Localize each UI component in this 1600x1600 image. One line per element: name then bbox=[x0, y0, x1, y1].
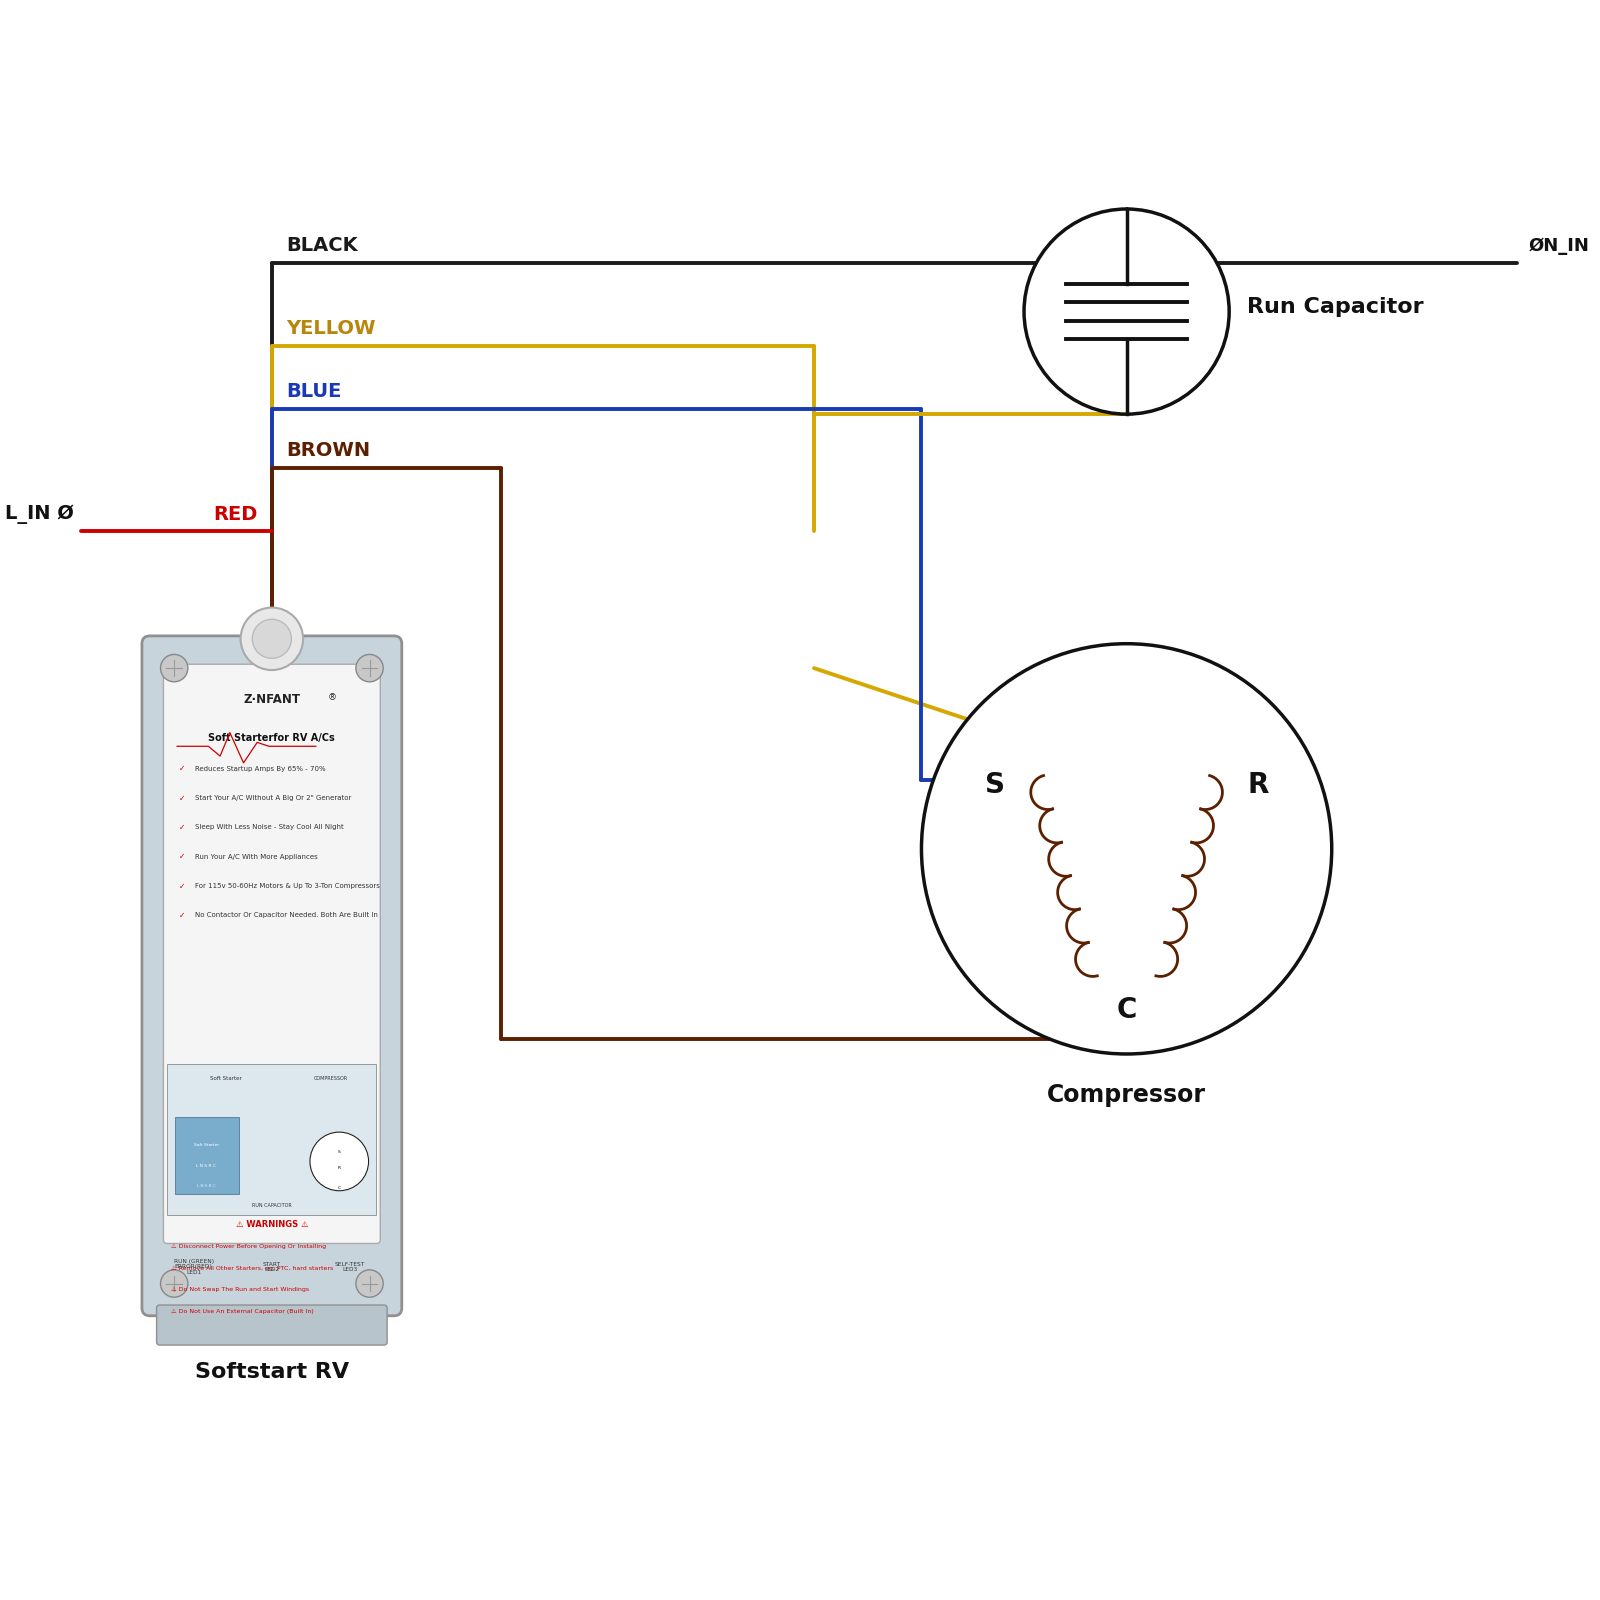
Text: Soft Starter: Soft Starter bbox=[194, 1142, 219, 1147]
Text: Compressor: Compressor bbox=[1046, 1083, 1206, 1107]
Text: C: C bbox=[338, 1186, 341, 1190]
Text: ⚠ Remove All Other Starters, eg. PTC, hard starters: ⚠ Remove All Other Starters, eg. PTC, ha… bbox=[171, 1266, 333, 1270]
Text: ⚠ WARNINGS ⚠: ⚠ WARNINGS ⚠ bbox=[235, 1221, 309, 1229]
Circle shape bbox=[355, 654, 384, 682]
Text: R: R bbox=[1248, 771, 1269, 800]
Text: Softstart RV: Softstart RV bbox=[195, 1362, 349, 1382]
Text: BLACK: BLACK bbox=[286, 235, 358, 254]
Text: No Contactor Or Capacitor Needed. Both Are Built In: No Contactor Or Capacitor Needed. Both A… bbox=[195, 912, 378, 918]
Text: ✓: ✓ bbox=[179, 794, 186, 803]
Text: ✓: ✓ bbox=[179, 910, 186, 920]
Text: START
LED2: START LED2 bbox=[262, 1261, 282, 1272]
Circle shape bbox=[1024, 210, 1229, 414]
Circle shape bbox=[240, 608, 302, 670]
Text: ØN_IN: ØN_IN bbox=[1530, 237, 1590, 254]
Text: Soft Starter: Soft Starter bbox=[210, 1075, 242, 1082]
Text: Soft Starterfor RV A/Cs: Soft Starterfor RV A/Cs bbox=[208, 733, 336, 744]
Text: Run Capacitor: Run Capacitor bbox=[1246, 296, 1424, 317]
Text: S: S bbox=[984, 771, 1005, 800]
Text: Sleep With Less Noise - Stay Cool All Night: Sleep With Less Noise - Stay Cool All Ni… bbox=[195, 824, 344, 830]
Circle shape bbox=[310, 1133, 368, 1190]
FancyBboxPatch shape bbox=[157, 1306, 387, 1346]
Text: L N S R C: L N S R C bbox=[197, 1184, 216, 1187]
Text: Z·NFANT: Z·NFANT bbox=[243, 693, 301, 706]
Text: ⚠ Disconnect Power Before Opening Or Installing: ⚠ Disconnect Power Before Opening Or Ins… bbox=[171, 1243, 326, 1250]
Text: ✓: ✓ bbox=[179, 853, 186, 861]
Text: C: C bbox=[1117, 997, 1136, 1024]
Text: ⚠ Do Not Swap The Run and Start Windings: ⚠ Do Not Swap The Run and Start Windings bbox=[171, 1286, 309, 1293]
Text: YELLOW: YELLOW bbox=[286, 318, 376, 338]
FancyBboxPatch shape bbox=[163, 664, 381, 1243]
Text: BLUE: BLUE bbox=[286, 382, 342, 402]
Text: ®: ® bbox=[328, 693, 338, 702]
Text: RUN CAPACITOR: RUN CAPACITOR bbox=[251, 1203, 291, 1208]
Circle shape bbox=[922, 643, 1331, 1054]
Text: ⚠ Do Not Use An External Capacitor (Built In): ⚠ Do Not Use An External Capacitor (Buil… bbox=[171, 1309, 314, 1314]
Text: L_IN Ø: L_IN Ø bbox=[5, 504, 74, 523]
Text: L N S R C: L N S R C bbox=[197, 1165, 216, 1168]
Circle shape bbox=[253, 619, 291, 658]
Circle shape bbox=[355, 1270, 384, 1298]
FancyBboxPatch shape bbox=[168, 1064, 376, 1214]
Text: S: S bbox=[338, 1150, 341, 1154]
FancyBboxPatch shape bbox=[142, 635, 402, 1315]
Text: ✓: ✓ bbox=[179, 765, 186, 773]
Text: COMPRESSOR: COMPRESSOR bbox=[314, 1075, 347, 1082]
Text: SELF-TEST
LED3: SELF-TEST LED3 bbox=[334, 1261, 365, 1272]
Text: RUN (GREEN)
ERROR(RED)
LED1: RUN (GREEN) ERROR(RED) LED1 bbox=[174, 1259, 214, 1275]
Circle shape bbox=[160, 1270, 187, 1298]
Text: R: R bbox=[338, 1166, 341, 1170]
Text: BROWN: BROWN bbox=[286, 442, 371, 461]
Text: Start Your A/C Without A Big Or 2" Generator: Start Your A/C Without A Big Or 2" Gener… bbox=[195, 795, 350, 802]
Text: ✓: ✓ bbox=[179, 882, 186, 891]
Text: Reduces Startup Amps By 65% - 70%: Reduces Startup Amps By 65% - 70% bbox=[195, 766, 325, 771]
Circle shape bbox=[160, 654, 187, 682]
FancyBboxPatch shape bbox=[174, 1117, 238, 1194]
Text: RED: RED bbox=[213, 504, 258, 523]
Text: Run Your A/C With More Appliances: Run Your A/C With More Appliances bbox=[195, 854, 317, 859]
Text: For 115v 50-60Hz Motors & Up To 3-Ton Compressors: For 115v 50-60Hz Motors & Up To 3-Ton Co… bbox=[195, 883, 379, 890]
Text: ✓: ✓ bbox=[179, 822, 186, 832]
